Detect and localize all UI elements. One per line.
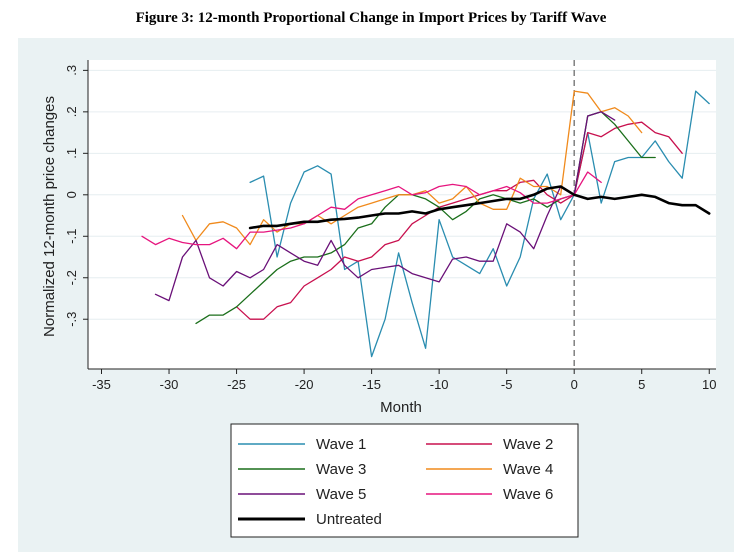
series-line-untreated <box>248 185 711 230</box>
series-line-wave-5 <box>154 111 616 302</box>
y-tick-label: .3 <box>64 65 79 76</box>
legend: Wave 1 Wave 2 Wave 3 Wave 4 Wave 5 Wave 6 Untr… <box>230 423 579 538</box>
y-tick-label: -.1 <box>64 229 79 244</box>
x-axis-title: Month <box>380 399 422 416</box>
legend-label-wave-3: Wave 3 <box>316 461 366 478</box>
legend-label-untreated: Untreated <box>316 511 382 528</box>
legend-label-wave-1: Wave 1 <box>316 436 366 453</box>
x-tick-label: 10 <box>702 377 716 392</box>
y-tick-label: -.2 <box>64 270 79 285</box>
series-line-wave-2 <box>235 121 683 320</box>
x-tick-label: -15 <box>362 377 381 392</box>
plot-area <box>88 60 716 369</box>
legend-label-wave-4: Wave 4 <box>503 461 553 478</box>
x-tick-label: -30 <box>160 377 179 392</box>
x-tick-label: 5 <box>638 377 645 392</box>
series-line-wave-1 <box>249 90 710 358</box>
x-tick-label: -5 <box>501 377 513 392</box>
y-tick-label: 0 <box>64 191 79 198</box>
x-tick-label: -10 <box>430 377 449 392</box>
legend-label-wave-6: Wave 6 <box>503 486 553 503</box>
y-tick-label: -.3 <box>64 312 79 327</box>
figure-title: Figure 3: 12-month Proportional Change i… <box>135 10 607 26</box>
x-tick-label: -35 <box>92 377 111 392</box>
x-tick-label: -20 <box>295 377 314 392</box>
series-line-wave-6 <box>141 171 602 250</box>
y-axis-title: Normalized 12-month price changes <box>41 96 58 337</box>
legend-label-wave-2: Wave 2 <box>503 436 553 453</box>
y-tick-label: .2 <box>64 106 79 117</box>
legend-label-wave-5: Wave 5 <box>316 486 366 503</box>
x-tick-label: -25 <box>227 377 246 392</box>
y-tick-label: .1 <box>64 148 79 159</box>
x-tick-label: 0 <box>571 377 578 392</box>
